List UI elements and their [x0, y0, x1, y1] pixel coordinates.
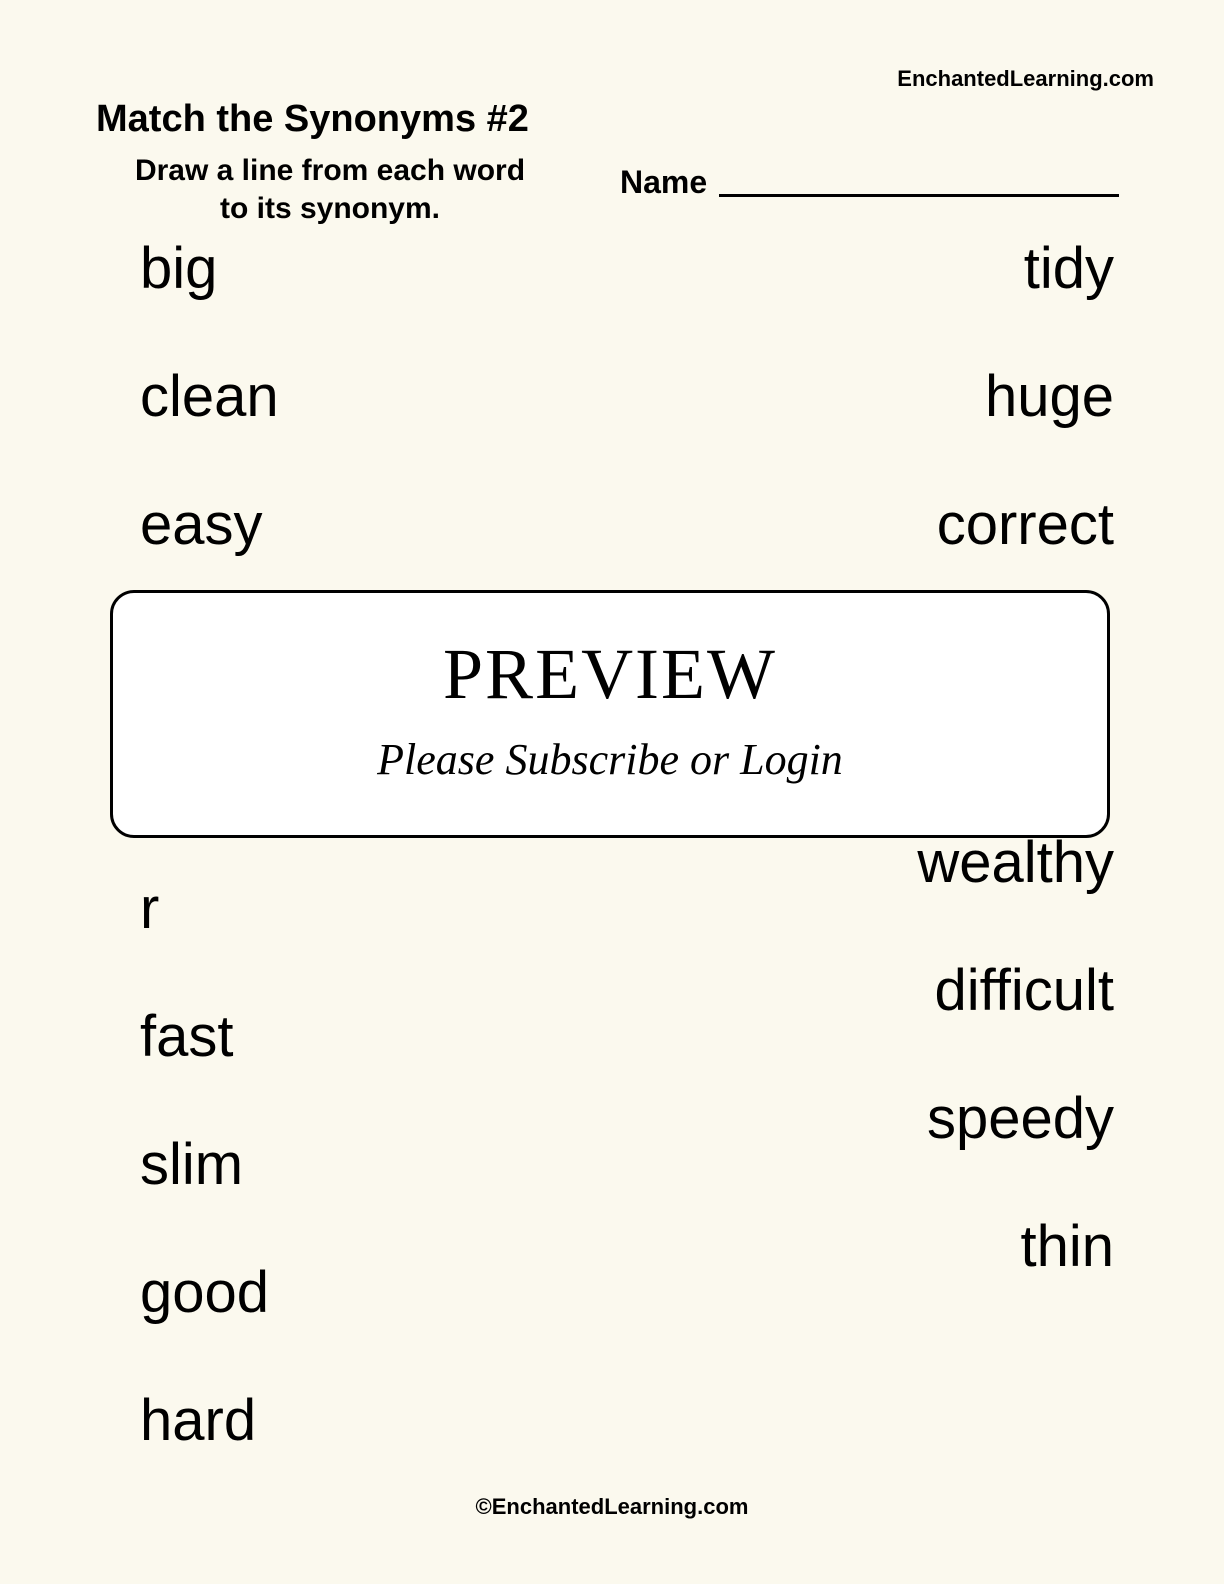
- left-word: slim: [140, 1136, 243, 1194]
- right-word: thin: [1020, 1218, 1114, 1276]
- name-label: Name: [620, 164, 707, 201]
- left-word: clean: [140, 368, 279, 426]
- name-field-row: Name: [620, 164, 1119, 201]
- right-word: huge: [985, 368, 1114, 426]
- name-blank-line[interactable]: [719, 194, 1119, 197]
- left-word: r: [140, 880, 159, 938]
- instruction-text: Draw a line from each word to its synony…: [120, 152, 540, 227]
- worksheet-title: Match the Synonyms #2: [96, 98, 529, 141]
- right-word: speedy: [927, 1090, 1114, 1148]
- preview-overlay: PREVIEW Please Subscribe or Login: [110, 590, 1110, 838]
- right-word: correct: [937, 496, 1114, 554]
- footer-credit: ©EnchantedLearning.com: [60, 1494, 1164, 1520]
- left-word: good: [140, 1264, 269, 1322]
- word-columns: big clean easy r m r fast slim good hard…: [110, 240, 1144, 1464]
- site-credit-top: EnchantedLearning.com: [897, 66, 1154, 92]
- left-column: big clean easy r m r fast slim good hard: [110, 240, 279, 1464]
- right-word: tidy: [1024, 240, 1114, 298]
- left-word: big: [140, 240, 217, 298]
- left-word: hard: [140, 1392, 256, 1450]
- left-word: easy: [140, 496, 263, 554]
- right-word: difficult: [935, 962, 1114, 1020]
- left-word: fast: [140, 1008, 234, 1066]
- preview-title: PREVIEW: [143, 633, 1077, 716]
- right-word: wealthy: [917, 834, 1114, 892]
- preview-subtitle: Please Subscribe or Login: [143, 734, 1077, 785]
- right-column: tidy huge correct wealthy difficult spee…: [917, 240, 1144, 1464]
